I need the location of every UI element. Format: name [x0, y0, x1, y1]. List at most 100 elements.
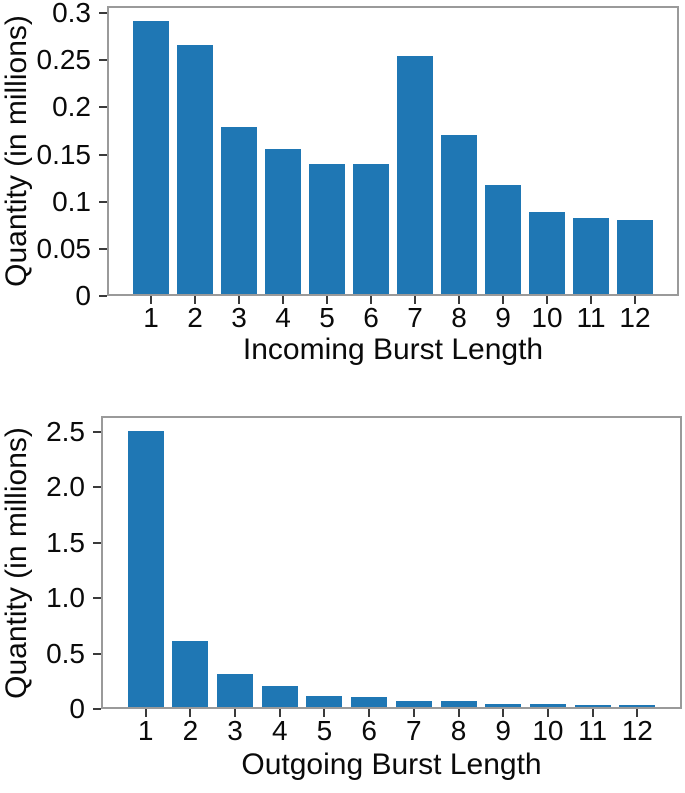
bar-9 — [485, 185, 521, 294]
y-tick-label: 0.2 — [52, 91, 91, 123]
x-tick-mark — [194, 296, 196, 304]
y-tick-label: 0.1 — [52, 185, 91, 217]
bar-1 — [127, 431, 164, 707]
bar-6 — [353, 164, 389, 294]
y-tick-mark — [93, 430, 101, 433]
x-tick-label: 5 — [319, 302, 335, 333]
x-tick-mark — [414, 296, 416, 304]
x-tick-mark — [144, 709, 147, 717]
y-tick-label: 0 — [75, 280, 91, 311]
y-tick-label: 0.05 — [36, 232, 92, 264]
bar-7 — [395, 701, 432, 707]
x-tick-mark — [278, 709, 281, 717]
bar-10 — [529, 212, 565, 294]
bar-5 — [309, 164, 345, 294]
x-tick-label: 10 — [532, 715, 564, 746]
y-axis-label: Quantity (in millions) — [0, 15, 33, 287]
y-axis-label: Quantity (in millions) — [0, 426, 33, 699]
bar-10 — [529, 704, 566, 707]
y-tick-mark — [99, 12, 107, 15]
x-tick-mark — [234, 709, 237, 717]
x-tick-mark — [590, 296, 592, 304]
x-tick-label: 5 — [316, 715, 333, 746]
x-tick-label: 10 — [531, 302, 563, 333]
x-tick-mark — [502, 709, 505, 717]
y-tick-label: 0.25 — [36, 44, 92, 76]
x-tick-label: 12 — [621, 715, 653, 746]
x-tick-label: 7 — [406, 715, 422, 746]
y-tick-mark — [93, 708, 101, 710]
x-tick-label: 2 — [182, 715, 199, 746]
y-tick-label: 0.3 — [52, 0, 91, 29]
x-tick-label: 12 — [619, 302, 651, 333]
bar-2 — [172, 641, 209, 707]
bar-3 — [217, 674, 254, 707]
y-tick-mark — [99, 153, 107, 156]
x-tick-mark — [370, 296, 372, 304]
x-tick-label: 8 — [451, 302, 467, 333]
x-tick-mark — [189, 709, 192, 717]
plot-area — [101, 416, 682, 709]
x-tick-mark — [282, 296, 284, 304]
y-tick-mark — [99, 295, 107, 297]
x-tick-mark — [546, 296, 548, 304]
x-tick-mark — [238, 296, 240, 304]
y-tick-label: 1.0 — [46, 582, 85, 613]
y-tick-mark — [99, 200, 107, 203]
bar-8 — [440, 701, 477, 707]
y-tick-mark — [93, 541, 101, 544]
bar-12 — [619, 705, 656, 707]
x-tick-label: 7 — [407, 302, 423, 333]
x-tick-label: 11 — [578, 715, 608, 746]
x-tick-label: 6 — [363, 302, 379, 333]
y-tick-label: 0.5 — [46, 637, 85, 669]
y-tick-mark — [93, 486, 101, 489]
x-tick-mark — [457, 709, 460, 717]
x-tick-label: 8 — [450, 715, 467, 746]
x-tick-mark — [502, 296, 504, 304]
y-tick-label: 0 — [69, 693, 85, 724]
bar-8 — [441, 135, 477, 294]
y-tick-mark — [93, 652, 101, 655]
x-tick-mark — [636, 709, 639, 717]
x-tick-mark — [368, 709, 371, 717]
y-tick-mark — [99, 106, 107, 109]
bar-12 — [617, 220, 653, 294]
x-tick-label: 6 — [361, 715, 377, 746]
x-tick-label: 3 — [231, 302, 247, 333]
x-tick-label: 11 — [576, 302, 606, 333]
x-tick-label: 1 — [143, 302, 159, 333]
bar-1 — [133, 21, 169, 294]
bar-4 — [265, 149, 301, 294]
bar-5 — [306, 696, 343, 707]
bar-3 — [221, 127, 257, 294]
x-tick-mark — [634, 296, 636, 304]
x-tick-label: 2 — [187, 302, 203, 333]
plot-area — [107, 6, 679, 296]
y-tick-label: 2.5 — [46, 415, 85, 447]
y-tick-mark — [99, 59, 107, 62]
bar-11 — [574, 705, 611, 707]
x-axis-label: Outgoing Burst Length — [241, 748, 542, 781]
x-tick-mark — [458, 296, 460, 304]
bar-4 — [261, 686, 298, 707]
bar-9 — [485, 704, 522, 707]
bar-6 — [351, 697, 388, 707]
x-tick-mark — [326, 296, 328, 304]
x-tick-label: 4 — [275, 302, 291, 333]
x-axis-label: Incoming Burst Length — [242, 333, 544, 366]
y-tick-label: 1.5 — [46, 526, 85, 558]
y-tick-label: 2.0 — [46, 471, 85, 503]
x-tick-mark — [546, 709, 549, 717]
x-tick-label: 9 — [495, 302, 511, 333]
y-tick-mark — [99, 247, 107, 250]
x-tick-label: 9 — [495, 715, 511, 746]
x-tick-mark — [591, 709, 594, 717]
x-tick-mark — [412, 709, 415, 717]
x-tick-label: 3 — [227, 715, 243, 746]
bar-11 — [573, 218, 609, 294]
y-tick-label: 0.15 — [36, 138, 92, 170]
